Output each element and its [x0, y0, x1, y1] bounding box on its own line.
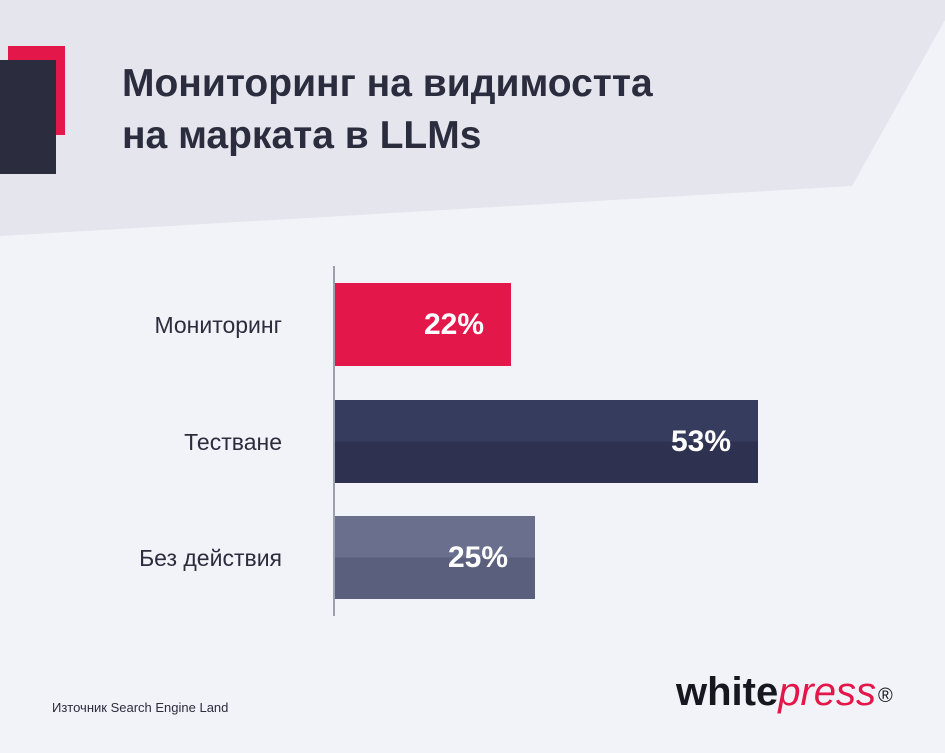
logo-text-white: white [676, 670, 779, 714]
bar-value-label: 25% [447, 541, 508, 574]
bar: 25% [335, 516, 535, 599]
bar: 22% [335, 283, 511, 366]
header-background [0, 0, 945, 236]
bar-value-label: 22% [423, 308, 484, 341]
category-label: Тестване [184, 428, 282, 455]
category-label: Без действия [139, 544, 282, 571]
logo-text-press: press [778, 670, 877, 714]
decorative-dark-block [0, 60, 56, 174]
bar: 53% [335, 400, 758, 483]
chart-title-line-2: на марката в LLMs [122, 114, 482, 157]
whitepress-logo: whitepress ® [676, 668, 893, 716]
chart-title: Мониторинг на видимостта на марката в LL… [122, 58, 822, 162]
chart-title-line-1: Мониторинг на видимостта [122, 62, 653, 105]
chart-axis-line [333, 266, 335, 616]
registered-mark: ® [878, 685, 893, 707]
source-note: Източник Search Engine Land [52, 700, 229, 715]
bar-value-label: 53% [670, 425, 731, 458]
category-label: Мониторинг [154, 311, 282, 338]
